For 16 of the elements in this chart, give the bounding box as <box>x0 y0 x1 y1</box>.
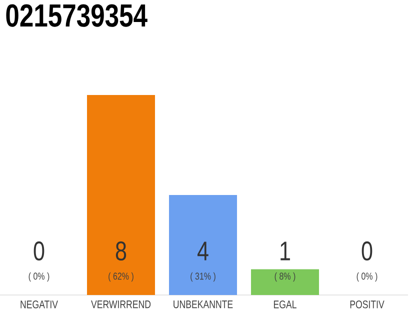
x-tick-label: NEGATIV <box>20 300 58 308</box>
data-label: ( 0% ) <box>28 272 50 282</box>
data-label: ( 62% ) <box>108 272 134 282</box>
data-label: ( 8% ) <box>274 272 296 282</box>
x-tick-label: POSITIV <box>350 300 384 308</box>
data-label: ( 0% ) <box>356 272 378 282</box>
x-tick-label: VERWIRREND <box>91 300 151 308</box>
annotation: 8 <box>116 241 126 261</box>
annotation: 4 <box>197 242 208 260</box>
data-label: ( 31% ) <box>190 272 216 282</box>
chart-title: 0215739354 <box>6 4 148 27</box>
annotation: 0 <box>34 241 44 261</box>
x-tick-label: EGAL <box>274 300 296 308</box>
x-tick-label: UNBEKANNTE <box>174 300 233 308</box>
annotation: 0 <box>362 241 372 261</box>
annotation: 1 <box>280 242 290 260</box>
